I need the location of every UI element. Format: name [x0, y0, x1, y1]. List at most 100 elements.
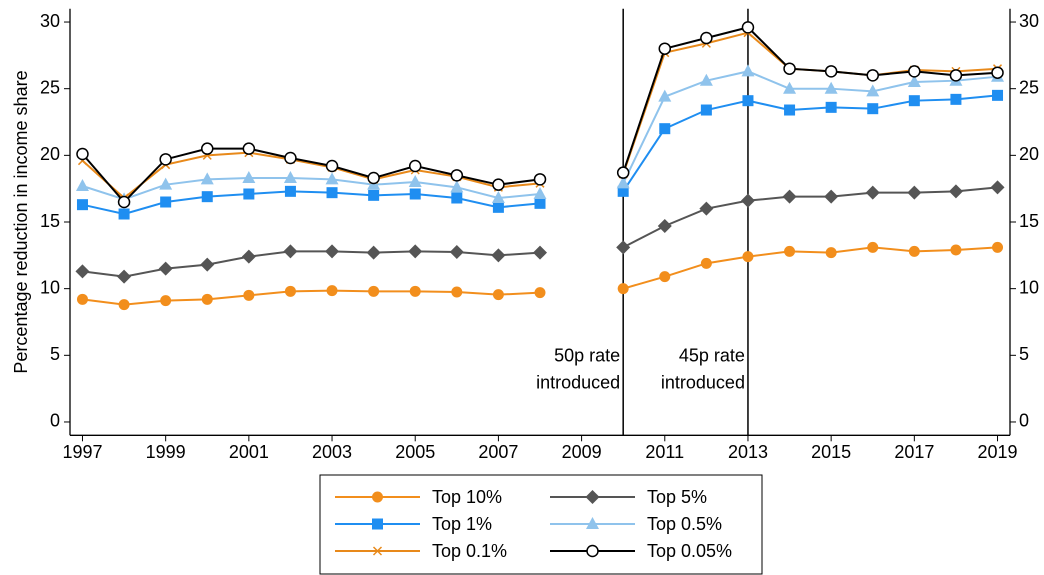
marker: [200, 257, 215, 272]
marker: [450, 169, 464, 182]
annotation-text: 50p rate: [554, 345, 620, 365]
marker: [200, 172, 214, 185]
marker: [700, 257, 712, 269]
marker: [75, 179, 89, 192]
marker: [409, 285, 421, 297]
y2-tick-label: 0: [1019, 411, 1029, 431]
marker: [283, 171, 297, 184]
marker: [658, 89, 672, 102]
marker: [742, 95, 754, 107]
marker: [241, 249, 256, 264]
y2-tick-label: 30: [1019, 11, 1039, 31]
marker: [325, 172, 339, 185]
marker: [866, 84, 880, 97]
marker: [243, 188, 255, 200]
series-line: [82, 70, 998, 201]
marker: [118, 299, 130, 311]
marker: [408, 175, 422, 188]
legend-label: Top 1%: [432, 514, 492, 534]
marker: [284, 151, 297, 165]
marker: [616, 240, 631, 255]
marker: [825, 247, 837, 259]
marker: [742, 251, 754, 263]
marker: [949, 69, 963, 82]
y2-tick-label: 20: [1019, 144, 1039, 164]
x-tick-label: 1997: [62, 442, 102, 462]
marker: [408, 244, 423, 259]
marker: [784, 104, 796, 116]
marker: [908, 65, 921, 78]
y2-tick-label: 5: [1019, 344, 1029, 364]
y-tick-label: 5: [50, 344, 60, 364]
legend-marker: [586, 517, 599, 529]
marker: [284, 185, 296, 197]
legend-label: Top 0.1%: [432, 541, 507, 561]
legend-marker: [585, 490, 600, 504]
marker: [325, 244, 340, 259]
marker: [326, 285, 338, 297]
marker: [76, 293, 88, 305]
marker: [866, 69, 879, 82]
marker: [366, 245, 381, 260]
annotation-text: 45p rate: [679, 345, 745, 365]
marker: [865, 185, 880, 200]
legend-label: Top 10%: [432, 487, 502, 507]
x-tick-label: 2017: [894, 442, 934, 462]
marker: [700, 31, 713, 45]
y-tick-label: 30: [40, 11, 60, 31]
marker: [950, 93, 962, 105]
marker: [76, 199, 88, 211]
marker: [741, 21, 755, 34]
y-tick-label: 10: [40, 277, 60, 297]
marker: [948, 184, 963, 199]
y-tick-label: 25: [40, 77, 60, 97]
marker: [243, 289, 255, 301]
marker: [534, 287, 546, 299]
marker: [159, 177, 173, 190]
marker: [75, 264, 90, 279]
marker: [449, 244, 464, 259]
marker: [533, 187, 547, 200]
marker: [409, 188, 421, 200]
y2-tick-label: 10: [1019, 277, 1039, 297]
marker: [950, 244, 962, 256]
series-line: [82, 246, 998, 306]
marker: [158, 261, 173, 276]
marker: [242, 171, 256, 184]
marker: [699, 201, 714, 216]
marker: [991, 66, 1004, 79]
marker: [283, 244, 298, 259]
marker: [700, 104, 712, 116]
y2-tick-label: 25: [1019, 77, 1039, 97]
marker: [825, 101, 837, 113]
series-line: [82, 186, 998, 278]
marker: [491, 248, 506, 263]
x-tick-label: 2019: [977, 442, 1017, 462]
marker: [160, 295, 172, 307]
marker: [117, 269, 132, 284]
marker: [659, 271, 671, 283]
legend-marker: [372, 518, 383, 530]
marker: [824, 65, 838, 78]
x-tick-label: 2005: [395, 442, 435, 462]
marker: [699, 73, 713, 86]
y-axis-label: Percentage reduction in income share: [11, 70, 31, 373]
legend-label: Top 0.05%: [647, 541, 732, 561]
marker: [159, 153, 172, 166]
y2-tick-label: 15: [1019, 211, 1039, 231]
marker: [325, 159, 339, 173]
legend-marker: [586, 544, 599, 558]
marker: [867, 241, 879, 253]
marker: [451, 286, 463, 298]
marker: [617, 283, 629, 295]
marker: [992, 89, 1004, 101]
marker: [326, 187, 338, 199]
marker: [534, 197, 546, 209]
marker: [783, 81, 797, 94]
marker: [117, 195, 131, 209]
x-tick-label: 2011: [645, 442, 684, 462]
marker: [824, 81, 838, 94]
marker: [657, 218, 672, 233]
marker: [741, 64, 755, 77]
y-tick-label: 0: [50, 411, 60, 431]
